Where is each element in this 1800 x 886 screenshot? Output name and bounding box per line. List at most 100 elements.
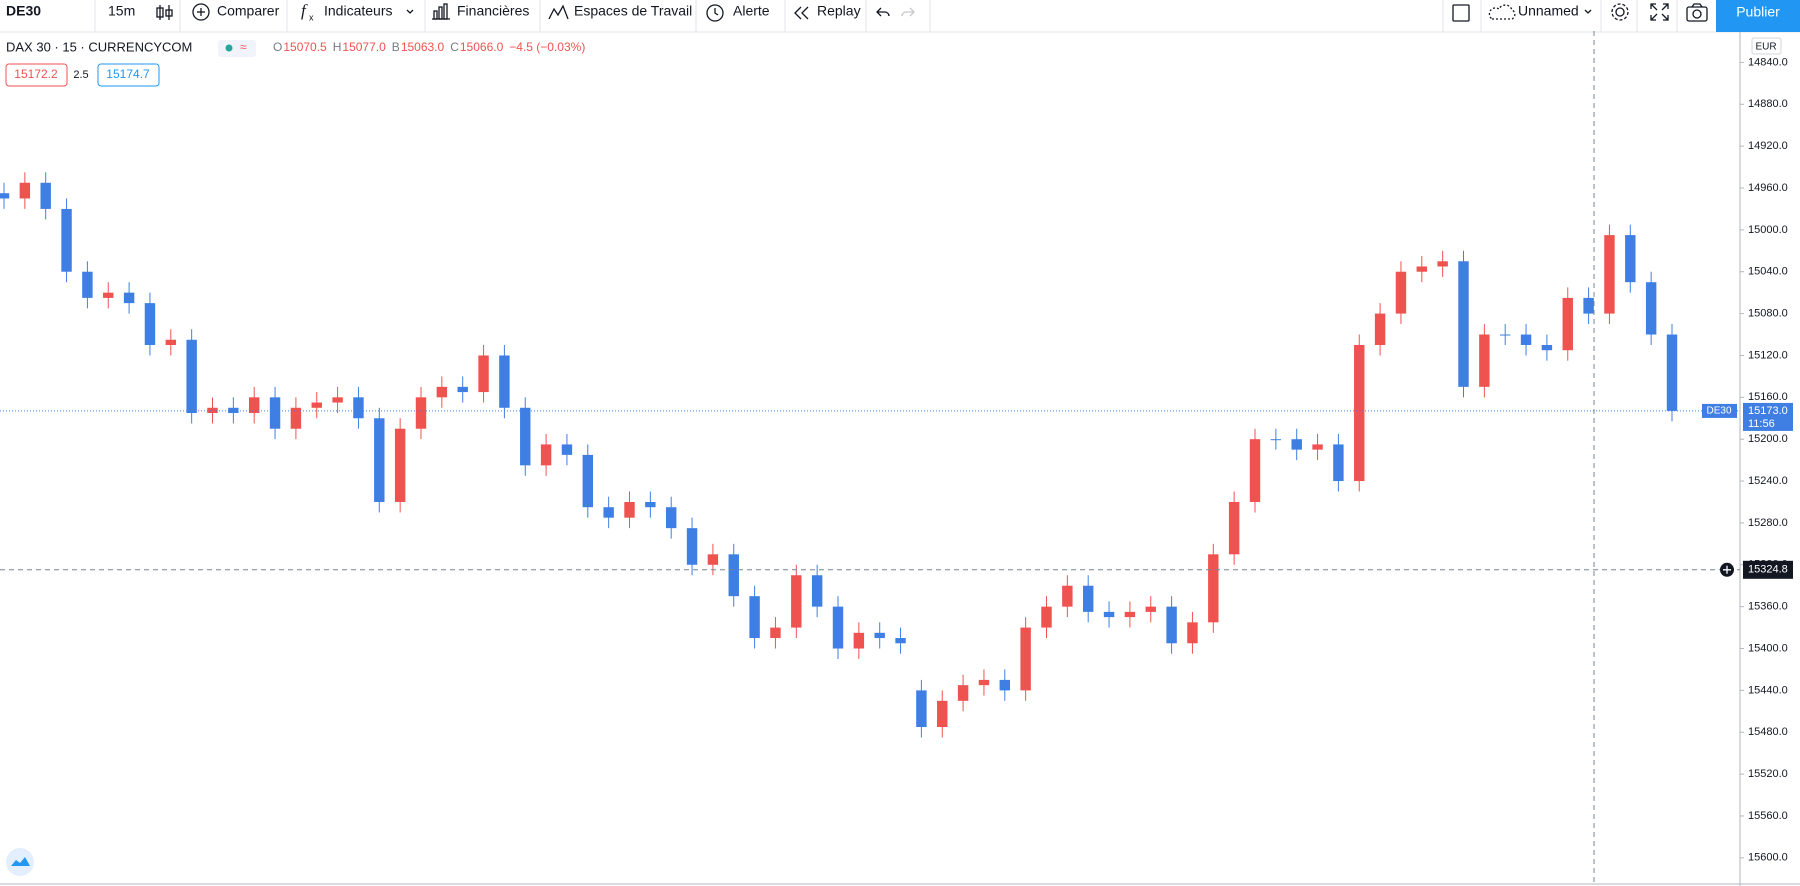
candle-body [186, 339, 197, 414]
candle-body [19, 182, 31, 199]
candle-body [1249, 439, 1261, 502]
y-tick-label: 15400.0 [1748, 642, 1788, 654]
compare-button[interactable]: Comparer [217, 3, 280, 19]
candle-body [248, 397, 260, 414]
candle-body [520, 407, 531, 466]
y-tick-label: 14880.0 [1748, 98, 1788, 110]
buy-box[interactable] [97, 63, 160, 87]
candle-body [1020, 627, 1031, 691]
candle-body [1312, 444, 1323, 450]
y-tick-label: 14920.0 [1748, 140, 1788, 152]
candle-body [1604, 235, 1615, 314]
candle-body [874, 632, 885, 639]
y-tick-label: 15000.0 [1748, 224, 1788, 236]
candle-body [1666, 334, 1678, 411]
financials-button[interactable]: Financières [457, 3, 529, 19]
y-tick-label: 15200.0 [1748, 433, 1788, 445]
workspaces-button[interactable]: Espaces de Travail [574, 3, 692, 19]
indicators-chevron[interactable] [406, 9, 414, 14]
candle-body [665, 507, 677, 529]
compare-icon[interactable] [192, 3, 210, 21]
y-tick-label: 15360.0 [1748, 601, 1788, 613]
legend-title: DAX 30 · 15 · CURRENCYCOM [6, 39, 192, 54]
currency-box [1751, 37, 1782, 55]
snapshot-button[interactable] [1686, 3, 1708, 22]
candle-body [1124, 611, 1136, 618]
publish-label[interactable]: Publier [1736, 4, 1780, 20]
candle-body [1333, 444, 1344, 482]
alert-icon[interactable] [706, 4, 724, 22]
candle-body [40, 182, 51, 209]
crosshair-price-label: 15324.8 [1748, 564, 1788, 576]
alert-button[interactable]: Alerte [733, 3, 770, 19]
candle-body [645, 501, 656, 508]
candle-body [228, 407, 239, 414]
cloud-icon [1488, 4, 1516, 20]
y-tick-label: 15080.0 [1748, 307, 1788, 319]
chart-type-icon[interactable] [156, 5, 173, 20]
candle-body [1187, 622, 1198, 644]
candle-body [1270, 439, 1282, 441]
y-tick-label: 15120.0 [1748, 349, 1788, 361]
indicators-icon[interactable]: f [301, 1, 308, 20]
fullscreen-button[interactable] [1650, 3, 1669, 21]
candle-body [144, 303, 156, 345]
y-tick-label: 15280.0 [1748, 517, 1788, 529]
candle-body [1583, 297, 1594, 314]
status-badge [218, 40, 256, 57]
bid-price[interactable]: 15172.2 [14, 67, 58, 81]
replay-button[interactable]: Replay [817, 3, 861, 19]
ask-price[interactable]: 15174.7 [106, 67, 150, 81]
layout-name[interactable]: Unnamed [1518, 3, 1579, 19]
candle-body [1395, 271, 1407, 314]
candle-body [603, 507, 614, 518]
candle-body [957, 685, 969, 701]
candle-body [1541, 344, 1553, 351]
candle-body [290, 407, 302, 429]
currency: EUR [1755, 42, 1776, 53]
candle-body [916, 690, 927, 728]
publish-button[interactable] [1716, 0, 1800, 32]
plot: 14840.0 14880.0 14920.0 14960.0 15000.0 15040… [0, 31, 1793, 884]
candle-body [937, 700, 948, 728]
y-tick-label: 15040.0 [1748, 266, 1788, 278]
ohlc-value: 15063.0 [401, 40, 445, 54]
y-tick-label: 14960.0 [1748, 182, 1788, 194]
candle-body [1625, 235, 1636, 283]
candle-body [770, 627, 781, 639]
redo-button[interactable] [901, 7, 915, 17]
candle-body [311, 402, 322, 408]
candle-body [832, 606, 844, 649]
y-tick-label: 15240.0 [1748, 475, 1788, 487]
candle-body [1082, 585, 1094, 612]
symbol-search[interactable]: DE30 [6, 3, 41, 19]
candle-body [103, 292, 114, 298]
sell-box[interactable] [5, 63, 68, 87]
indicators-button[interactable]: Indicateurs [324, 3, 392, 19]
ohlc-value: 15077.0 [342, 40, 386, 54]
y-tick-label: 15520.0 [1748, 768, 1788, 780]
crosshair-plus-icon [1723, 565, 1731, 574]
candle-body [415, 397, 427, 429]
candle-body [1145, 606, 1156, 612]
candle-body [165, 339, 177, 345]
candle-body [707, 554, 719, 565]
tv-logo[interactable] [6, 848, 34, 876]
select-layout-button[interactable] [1452, 4, 1470, 22]
undo-button[interactable] [876, 7, 890, 17]
ohlc-key: C [450, 40, 459, 54]
settings-button[interactable] [1611, 3, 1629, 21]
candle-body [123, 292, 135, 304]
candle-body [895, 638, 906, 644]
ohlc-value: 15070.5 [283, 40, 327, 54]
layout-chevron[interactable] [1584, 9, 1592, 14]
workspaces-icon[interactable] [548, 4, 569, 20]
candle-body [269, 397, 281, 429]
candle-body [478, 355, 489, 393]
replay-icon[interactable] [794, 6, 809, 20]
change-value: −4.5 (−0.03%) [509, 40, 585, 54]
financials-icon[interactable] [432, 3, 450, 20]
candle-body [1374, 313, 1386, 345]
interval[interactable]: 15m [108, 3, 135, 19]
